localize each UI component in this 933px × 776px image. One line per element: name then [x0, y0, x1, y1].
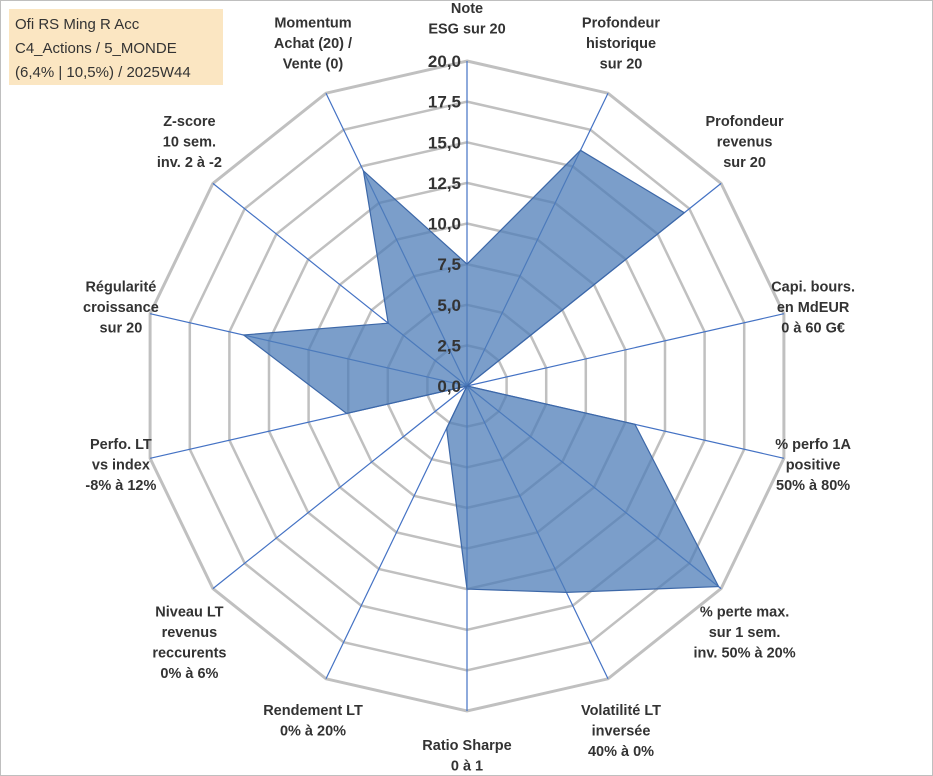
tick-label: 5,0	[437, 296, 461, 315]
axis-label: 10 sem.	[163, 135, 216, 151]
axis-label: sur 20	[100, 320, 143, 336]
axis-label: revenus	[162, 625, 218, 641]
tick-label: 0,0	[437, 377, 461, 396]
tick-label: 12,5	[428, 174, 461, 193]
axis-label: inv. 50% à 20%	[694, 645, 796, 661]
radar-series	[241, 149, 720, 594]
axis-label: vs index	[92, 458, 150, 474]
axis-label: -8% à 12%	[85, 478, 156, 494]
axis-label: Niveau LT	[155, 604, 223, 620]
axis-label: sur 20	[600, 57, 643, 73]
axis-label: Rendement LT	[263, 703, 363, 719]
axis-label: Ratio Sharpe	[422, 738, 511, 754]
axis-label: sur 20	[723, 155, 766, 171]
axis-label: 40% à 0%	[588, 744, 654, 760]
axis-label: ESG sur 20	[428, 22, 505, 38]
axis-label: sur 1 sem.	[709, 625, 781, 641]
tick-label: 7,5	[437, 255, 461, 274]
fund-period: (6,4% | 10,5%) / 2025W44	[15, 64, 191, 81]
axis-label: Achat (20) /	[274, 36, 352, 52]
axis-label: revenus	[717, 135, 773, 151]
axis-label: 0% à 6%	[160, 666, 218, 682]
axis-label: Volatilité LT	[581, 703, 661, 719]
axis-spoke	[212, 385, 468, 590]
radar-tick-labels: 0,0 2,5 5,0 7,5 10,0 12,5 15,0 17,5 20,0	[428, 52, 461, 396]
axis-label: % perte max.	[700, 604, 789, 620]
axis-label: reccurents	[152, 645, 226, 661]
series-area	[241, 149, 720, 594]
axis-label: % perfo 1A	[775, 437, 851, 453]
axis-label: Capi. bours.	[771, 279, 855, 295]
axis-label: Z-score	[163, 114, 215, 130]
axis-label: inversée	[592, 723, 651, 739]
radar-axis-labels: Note ESG sur 20 Profondeur historique sur 20…	[83, 1, 855, 775]
axis-label: 0% à 20%	[280, 723, 346, 739]
axis-label: positive	[786, 458, 841, 474]
tick-label: 17,5	[428, 93, 461, 112]
fund-info-box: Ofi RS Ming R Acc C4_Actions / 5_MONDE (…	[9, 9, 223, 85]
axis-label: Vente (0)	[283, 57, 344, 73]
axis-spoke	[325, 385, 468, 680]
tick-label: 15,0	[428, 133, 461, 152]
axis-label: inv. 2 à -2	[157, 155, 222, 171]
axis-label: Momentum	[274, 16, 351, 32]
tick-label: 20,0	[428, 52, 461, 71]
axis-label: croissance	[83, 300, 159, 316]
axis-label: 50% à 80%	[776, 478, 850, 494]
axis-spoke	[466, 313, 785, 387]
axis-label: Profondeur	[582, 16, 660, 32]
axis-label: en MdEUR	[777, 300, 850, 316]
axis-label: Profondeur	[706, 114, 784, 130]
fund-category: C4_Actions / 5_MONDE	[15, 40, 177, 57]
axis-label: historique	[586, 36, 656, 52]
axis-label: 0 à 60 G€	[781, 320, 845, 336]
axis-label: Perfo. LT	[90, 437, 152, 453]
axis-label: 0 à 1	[451, 759, 483, 775]
fund-name: Ofi RS Ming R Acc	[15, 16, 140, 33]
tick-label: 2,5	[437, 336, 461, 355]
tick-label: 10,0	[428, 215, 461, 234]
axis-label: Régularité	[85, 279, 156, 295]
axis-label: Note	[451, 1, 483, 17]
